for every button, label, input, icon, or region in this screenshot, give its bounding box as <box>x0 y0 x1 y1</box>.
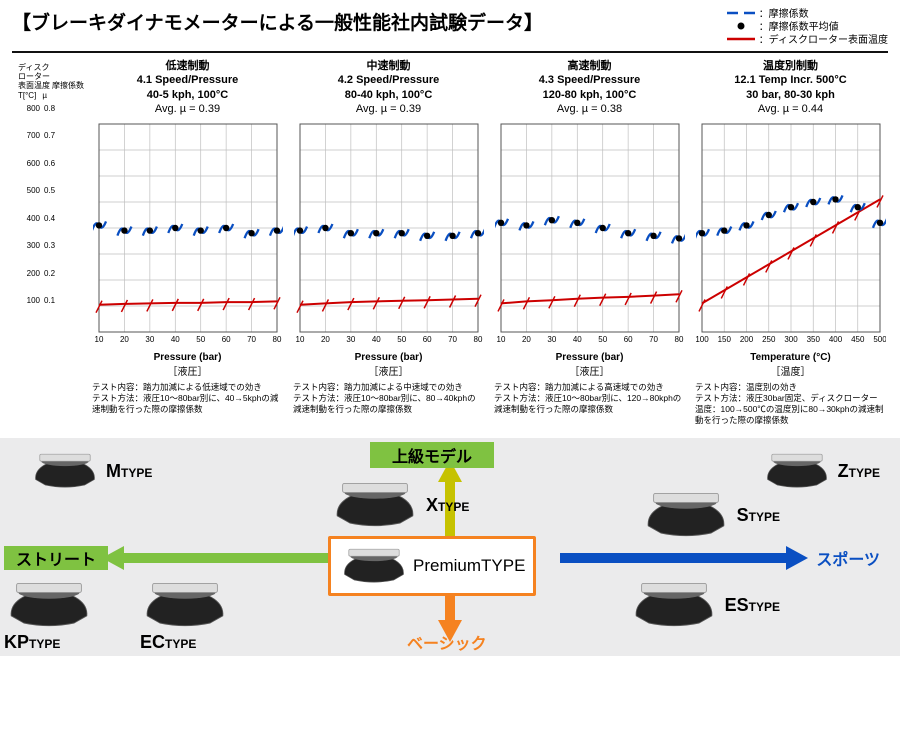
legend-rotor-label: ：ディスクローター表面温度 <box>759 34 888 47</box>
product-x: XTYPE <box>330 478 469 532</box>
svg-text:60: 60 <box>422 335 431 344</box>
product-es: ESTYPE <box>629 578 780 632</box>
pad-icon <box>140 578 230 632</box>
svg-text:60: 60 <box>623 335 632 344</box>
svg-text:20: 20 <box>119 335 128 344</box>
svg-text:80: 80 <box>272 335 281 344</box>
svg-text:20: 20 <box>521 335 530 344</box>
svg-text:70: 70 <box>649 335 658 344</box>
svg-text:40: 40 <box>572 335 581 344</box>
pad-icon <box>641 488 731 542</box>
svg-text:80: 80 <box>674 335 683 344</box>
pad-icon <box>330 478 420 532</box>
svg-text:80: 80 <box>473 335 482 344</box>
product-kp: KPTYPE <box>4 578 94 653</box>
product-premium: PremiumTYPE <box>328 536 536 596</box>
svg-text:250: 250 <box>762 335 776 344</box>
svg-text:10: 10 <box>496 335 505 344</box>
tag-bottom: ベーシック <box>395 630 499 654</box>
y-axis-labels: ディスク ローター 表面温度摩擦係数 T[°C]µ 8000.87000.760… <box>18 59 84 430</box>
svg-text:400: 400 <box>828 335 842 344</box>
legend: ：摩擦係数 ：摩擦係数平均値 ：ディスクローター表面温度 <box>727 8 888 47</box>
product-s: STYPE <box>641 488 780 542</box>
legend-mu-label: ：摩擦係数 <box>759 8 809 21</box>
svg-text:50: 50 <box>397 335 406 344</box>
svg-text:30: 30 <box>346 335 355 344</box>
legend-mu-line <box>727 8 755 21</box>
page-title: 【ブレーキダイナモメーターによる一般性能社内試験データ】 <box>12 8 543 35</box>
svg-text:30: 30 <box>145 335 154 344</box>
svg-text:70: 70 <box>247 335 256 344</box>
tag-top: 上級モデル <box>370 442 494 468</box>
legend-dot <box>727 21 755 34</box>
svg-text:70: 70 <box>448 335 457 344</box>
svg-text:100: 100 <box>696 335 709 344</box>
title-divider <box>12 51 888 53</box>
legend-rotor-line <box>727 34 755 47</box>
svg-text:350: 350 <box>806 335 820 344</box>
svg-text:50: 50 <box>598 335 607 344</box>
pad-icon <box>30 448 100 494</box>
chart-high-speed: 高速制動4.3 Speed/Pressure120-80 kph, 100°CA… <box>492 59 687 430</box>
pad-icon <box>4 578 94 632</box>
svg-text:200: 200 <box>739 335 753 344</box>
svg-text:450: 450 <box>851 335 865 344</box>
chart-temp: 温度別制動12.1 Temp Incr. 500°C30 bar, 80-30 … <box>693 59 888 430</box>
svg-text:30: 30 <box>547 335 556 344</box>
svg-text:40: 40 <box>371 335 380 344</box>
chart-low-speed: 低速制動4.1 Speed/Pressure40-5 kph, 100°CAvg… <box>90 59 285 430</box>
svg-text:20: 20 <box>320 335 329 344</box>
tag-right: スポーツ <box>804 546 892 570</box>
svg-text:40: 40 <box>170 335 179 344</box>
svg-text:300: 300 <box>784 335 798 344</box>
legend-mu-avg-label: ：摩擦係数平均値 <box>759 21 839 34</box>
svg-text:150: 150 <box>717 335 731 344</box>
svg-text:10: 10 <box>295 335 304 344</box>
svg-text:10: 10 <box>94 335 103 344</box>
product-m: MTYPE <box>30 448 152 494</box>
product-ec: ECTYPE <box>140 578 230 653</box>
svg-text:50: 50 <box>196 335 205 344</box>
svg-text:500: 500 <box>873 335 886 344</box>
tag-left: ストリート <box>4 546 108 570</box>
product-map: 上級モデル ベーシック ストリート スポーツ MTYPE ZTYPE XTYPE… <box>0 438 900 656</box>
pad-icon <box>629 578 719 632</box>
svg-text:60: 60 <box>221 335 230 344</box>
pad-icon <box>339 543 409 589</box>
chart-mid-speed: 中速制動4.2 Speed/Pressure80-40 kph, 100°CAv… <box>291 59 486 430</box>
